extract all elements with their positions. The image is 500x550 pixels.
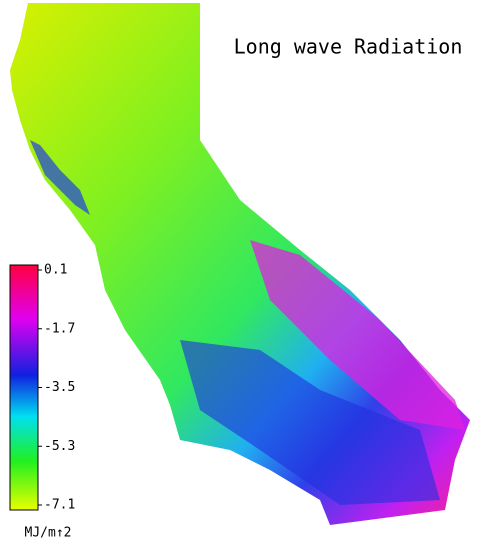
coast-blue — [30, 140, 90, 215]
scale-tick-label: -3.5 — [44, 380, 75, 395]
map-title: Long wave Radiation — [234, 35, 463, 59]
unit-label: MJ/m↑2 — [25, 526, 72, 541]
scale-tick-label: -7.1 — [44, 498, 75, 513]
scale-tick-label: 0.1 — [44, 263, 67, 278]
color-scale — [9, 264, 39, 511]
scale-tick-label: -5.3 — [44, 439, 75, 454]
california-map — [10, 3, 470, 525]
scale-tick-label: -1.7 — [44, 321, 75, 336]
magenta-region — [250, 240, 465, 430]
blue-region — [180, 340, 440, 505]
